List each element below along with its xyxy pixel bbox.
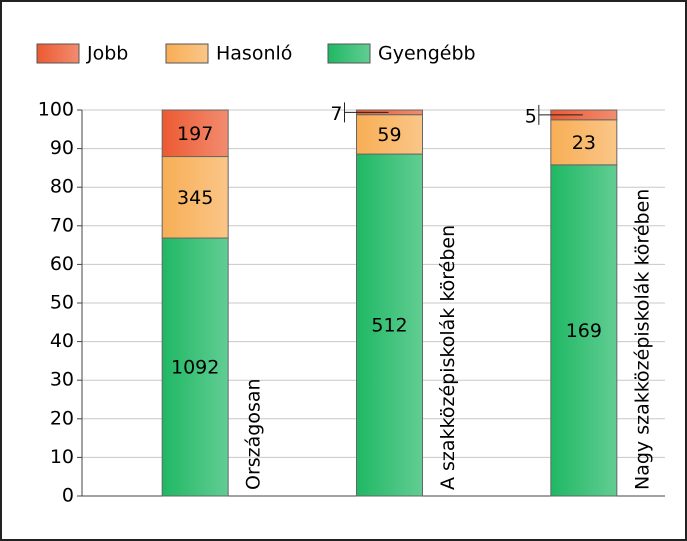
- data-label: 1092: [171, 357, 219, 379]
- y-tick-label: 40: [50, 330, 74, 352]
- y-tick-label: 0: [62, 485, 74, 507]
- bar-segment: [356, 153, 423, 497]
- bar-segment: [161, 109, 229, 158]
- x-tick-label: A szakközépiskolák körében: [437, 225, 459, 490]
- data-label: 59: [377, 124, 401, 146]
- data-label: 7: [330, 103, 342, 125]
- y-tick-label: 10: [50, 446, 74, 468]
- legend-swatch: [165, 43, 209, 64]
- bar-segment: [161, 237, 229, 497]
- data-label: 23: [572, 132, 596, 154]
- bar-segment: [550, 164, 618, 497]
- y-tick-label: 50: [50, 292, 74, 314]
- data-label: 197: [177, 123, 213, 145]
- y-tick-label: 90: [50, 137, 74, 159]
- data-label: 5: [525, 105, 537, 127]
- data-label: 169: [566, 320, 602, 342]
- legend-swatch: [327, 43, 371, 64]
- y-tick-label: 60: [50, 253, 74, 275]
- y-tick-label: 100: [38, 99, 74, 121]
- data-label: 512: [371, 315, 407, 337]
- legend-label: Hasonló: [216, 43, 292, 65]
- legend-label: Jobb: [86, 43, 128, 65]
- x-tick-label: Országosan: [243, 378, 265, 490]
- y-tick-label: 80: [50, 176, 74, 198]
- legend-label: Gyengébb: [378, 43, 476, 65]
- legend-swatch: [36, 43, 80, 64]
- data-label: 345: [177, 187, 213, 209]
- x-tick-label: Nagy szakközépiskolák körében: [631, 189, 653, 490]
- y-tick-label: 20: [50, 407, 74, 429]
- bar-segment: [550, 119, 618, 166]
- y-tick-label: 30: [50, 369, 74, 391]
- y-tick-label: 70: [50, 214, 74, 236]
